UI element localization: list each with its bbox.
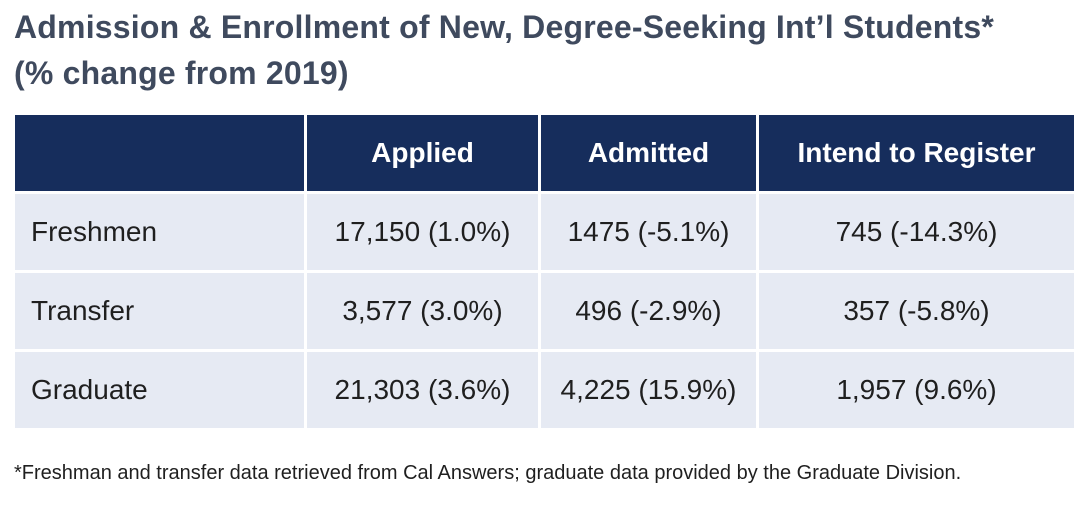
cell-freshmen-applied: 17,150 (1.0%): [304, 191, 541, 273]
header-corner-cell: [12, 112, 307, 194]
cell-freshmen-intend: 745 (-14.3%): [756, 191, 1077, 273]
row-label-transfer: Transfer: [12, 270, 307, 352]
slide-title: Admission & Enrollment of New, Degree-Se…: [14, 4, 994, 96]
footnote: *Freshman and transfer data retrieved fr…: [14, 462, 962, 484]
cell-freshmen-admitted: 1475 (-5.1%): [538, 191, 759, 273]
cell-transfer-intend: 357 (-5.8%): [756, 270, 1077, 352]
header-intend-to-register: Intend to Register: [756, 112, 1077, 194]
cell-graduate-intend: 1,957 (9.6%): [756, 349, 1077, 431]
cell-graduate-admitted: 4,225 (15.9%): [538, 349, 759, 431]
table-row-transfer: Transfer 3,577 (3.0%) 496 (-2.9%) 357 (-…: [12, 270, 1077, 352]
title-line-1: Admission & Enrollment of New, Degree-Se…: [14, 9, 995, 45]
cell-graduate-applied: 21,303 (3.6%): [304, 349, 541, 431]
title-line-2: (% change from 2019): [14, 55, 349, 91]
cell-transfer-admitted: 496 (-2.9%): [538, 270, 759, 352]
admissions-table: Applied Admitted Intend to Register Fres…: [12, 112, 1077, 431]
row-label-graduate: Graduate: [12, 349, 307, 431]
table-row-graduate: Graduate 21,303 (3.6%) 4,225 (15.9%) 1,9…: [12, 349, 1077, 431]
header-applied: Applied: [304, 112, 541, 194]
table-row-freshmen: Freshmen 17,150 (1.0%) 1475 (-5.1%) 745 …: [12, 191, 1077, 273]
table-header-row: Applied Admitted Intend to Register: [12, 112, 1077, 194]
row-label-freshmen: Freshmen: [12, 191, 307, 273]
cell-transfer-applied: 3,577 (3.0%): [304, 270, 541, 352]
header-admitted: Admitted: [538, 112, 759, 194]
